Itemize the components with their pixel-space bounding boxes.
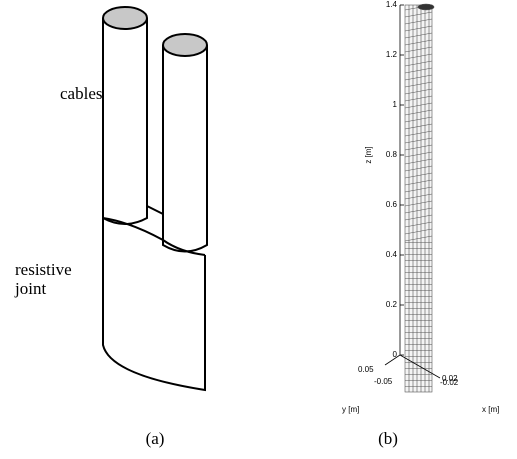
cables-label: cables xyxy=(60,84,102,103)
x-tick-label: -0.02 xyxy=(440,378,459,387)
z-tick-label: 1.4 xyxy=(386,0,398,9)
y-tick-label: 0.05 xyxy=(358,365,374,374)
figure: cables resistive joint (a) (b) z [m] y [… xyxy=(0,0,517,459)
caption: (a) xyxy=(146,429,165,448)
z-tick-label: 0.2 xyxy=(386,300,398,309)
joint-label: resistive xyxy=(15,260,72,279)
z-tick-label: 0.6 xyxy=(386,200,398,209)
z-tick-label: 1 xyxy=(393,100,398,109)
y-axis-label: y [m] xyxy=(342,405,359,414)
z-axis-label: z [m] xyxy=(364,146,373,163)
panel-a-drawing xyxy=(103,7,207,390)
z-tick-label: 0 xyxy=(393,350,398,359)
caption: (b) xyxy=(378,429,398,448)
y-tick-label: -0.05 xyxy=(374,377,393,386)
mesh xyxy=(405,4,434,392)
column-top xyxy=(418,4,434,10)
z-tick-label: 1.2 xyxy=(386,50,398,59)
joint-label: joint xyxy=(14,279,46,298)
z-tick-label: 0.4 xyxy=(386,250,398,259)
z-tick-label: 0.8 xyxy=(386,150,398,159)
x-axis-label: x [m] xyxy=(482,405,499,414)
